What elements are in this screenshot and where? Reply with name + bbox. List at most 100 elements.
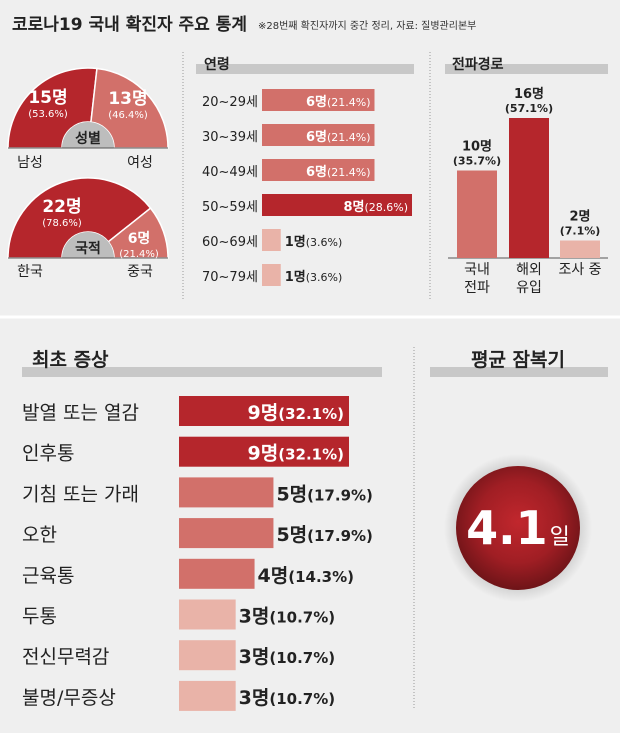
pie-category-label: 중국 bbox=[127, 264, 153, 280]
age-bar bbox=[262, 194, 412, 216]
route-category-line: 조사 중 bbox=[558, 262, 601, 278]
route-category-line: 해외 bbox=[516, 262, 542, 278]
route-pct-label: (7.1%) bbox=[560, 225, 601, 238]
age-value-label: 1명(3.6%) bbox=[285, 269, 343, 285]
symptom-value-label: 3명(10.7%) bbox=[239, 687, 335, 709]
symptom-chart-title: 최초 증상 bbox=[32, 349, 109, 371]
symptom-value-label: 9명 bbox=[248, 443, 279, 465]
incubation-ball bbox=[456, 466, 580, 590]
route-bar bbox=[560, 240, 600, 258]
symptom-category-label: 두통 bbox=[22, 606, 57, 628]
pie-category-label: 남성 bbox=[17, 155, 43, 171]
route-value-label: 10명 bbox=[462, 139, 492, 155]
age-bar bbox=[262, 89, 375, 111]
age-value-label: 6명(21.4%) bbox=[306, 94, 371, 110]
symptom-category-label: 오한 bbox=[22, 524, 57, 546]
symptom-pct-label: (10.7%) bbox=[269, 649, 335, 667]
pie-center bbox=[62, 232, 114, 258]
symptom-value-label: 5명 bbox=[276, 524, 307, 546]
age-value-label: 8명 bbox=[343, 199, 364, 215]
pie-pct-label: (21.4%) bbox=[119, 249, 159, 260]
route-category-line: 유입 bbox=[516, 280, 542, 296]
age-header-bar bbox=[196, 64, 414, 74]
symptom-value-label: 3명 bbox=[239, 606, 270, 628]
symptom-value-label: 5명 bbox=[276, 483, 307, 505]
age-category-label: 60~69세 bbox=[202, 235, 258, 250]
symptom-category-label: 전신무력감 bbox=[22, 646, 109, 668]
symptom-value-label: 5명(17.9%) bbox=[276, 524, 372, 546]
age-bar bbox=[262, 159, 375, 181]
symptom-value-label: 9명(32.1%) bbox=[248, 443, 344, 465]
age-category-label: 20~29세 bbox=[202, 95, 258, 110]
age-pct-label: (21.4%) bbox=[327, 131, 371, 144]
route-category-label: 조사 중 bbox=[558, 262, 601, 278]
symptom-category-label: 근육통 bbox=[22, 565, 74, 587]
age-value-label: 1명(3.6%) bbox=[285, 234, 343, 250]
route-category-line: 전파 bbox=[464, 280, 490, 296]
pie-center bbox=[62, 122, 114, 148]
pie-title: 성별 bbox=[75, 130, 101, 147]
route-value-label: 16명 bbox=[514, 86, 544, 102]
symptom-bar bbox=[179, 436, 349, 467]
symptom-bar bbox=[179, 477, 274, 508]
age-pct-label: (3.6%) bbox=[306, 271, 343, 284]
pie-category-label: 여성 bbox=[127, 155, 153, 171]
route-bar bbox=[509, 118, 549, 258]
symptom-value-label: 4명 bbox=[258, 565, 289, 587]
route-pct-label: (35.7%) bbox=[453, 155, 501, 168]
pie-value-label: 13명 bbox=[108, 89, 147, 109]
pie-value-label: 22명 bbox=[42, 197, 81, 217]
symptom-pct-label: (17.9%) bbox=[307, 527, 373, 545]
source-note: ※28번째 확진자까지 중간 정리, 자료: 질병관리본부 bbox=[258, 20, 476, 32]
age-pct-label: (21.4%) bbox=[327, 166, 371, 179]
symptom-value-label: 3명 bbox=[239, 646, 270, 668]
symptom-header-bar bbox=[22, 367, 382, 377]
symptom-bar bbox=[179, 599, 236, 630]
symptom-pct-label: (10.7%) bbox=[269, 609, 335, 627]
symptom-pct-label: (10.7%) bbox=[269, 690, 335, 708]
age-value-label: 6명 bbox=[306, 164, 327, 180]
symptom-value-label: 3명(10.7%) bbox=[239, 646, 335, 668]
symptom-category-label: 인후통 bbox=[22, 443, 74, 465]
symptom-value-label: 4명(14.3%) bbox=[258, 565, 354, 587]
age-value-label: 6명(21.4%) bbox=[306, 129, 371, 145]
symptom-bar bbox=[179, 518, 274, 549]
pie-pct-label: (53.6%) bbox=[28, 109, 68, 120]
route-header-bar bbox=[445, 64, 608, 74]
symptom-category-label: 기침 또는 가래 bbox=[22, 483, 139, 505]
route-bar bbox=[457, 170, 497, 258]
symptom-bar bbox=[179, 396, 349, 426]
pie-pct-label: (46.4%) bbox=[108, 110, 148, 121]
pie-value-label: 6명 bbox=[128, 230, 151, 247]
incubation-value: 4.1일 bbox=[466, 501, 570, 555]
age-value-label: 6명 bbox=[306, 129, 327, 145]
symptom-value-label: 9명(32.1%) bbox=[248, 402, 344, 424]
symptom-pct-label: (32.1%) bbox=[278, 405, 344, 423]
route-pct-label: (57.1%) bbox=[505, 102, 553, 115]
age-pct-label: (21.4%) bbox=[327, 96, 371, 109]
incubation-header-bar bbox=[430, 367, 608, 377]
symptom-bar bbox=[179, 558, 255, 589]
symptom-bar bbox=[179, 680, 236, 711]
route-chart-title: 전파경로 bbox=[452, 56, 504, 73]
pie-slice bbox=[7, 67, 98, 149]
age-value-label: 6명 bbox=[306, 94, 327, 110]
symptom-value-label: 3명 bbox=[239, 687, 270, 709]
symptom-value-label: 9명 bbox=[248, 402, 279, 424]
route-value-label: 2명 bbox=[569, 209, 590, 225]
age-bar bbox=[262, 124, 375, 146]
age-chart-title: 연령 bbox=[204, 57, 230, 73]
symptom-category-label: 불명/무증상 bbox=[22, 687, 116, 709]
age-value-label: 1명 bbox=[285, 269, 306, 285]
pie-pct-label: (78.6%) bbox=[42, 218, 82, 229]
age-pct-label: (3.6%) bbox=[306, 236, 343, 249]
symptom-pct-label: (32.1%) bbox=[278, 446, 344, 464]
main-title: 코로나19 국내 확진자 주요 통계 bbox=[12, 15, 247, 35]
age-bar bbox=[262, 229, 281, 251]
route-category-line: 국내 bbox=[464, 262, 490, 278]
